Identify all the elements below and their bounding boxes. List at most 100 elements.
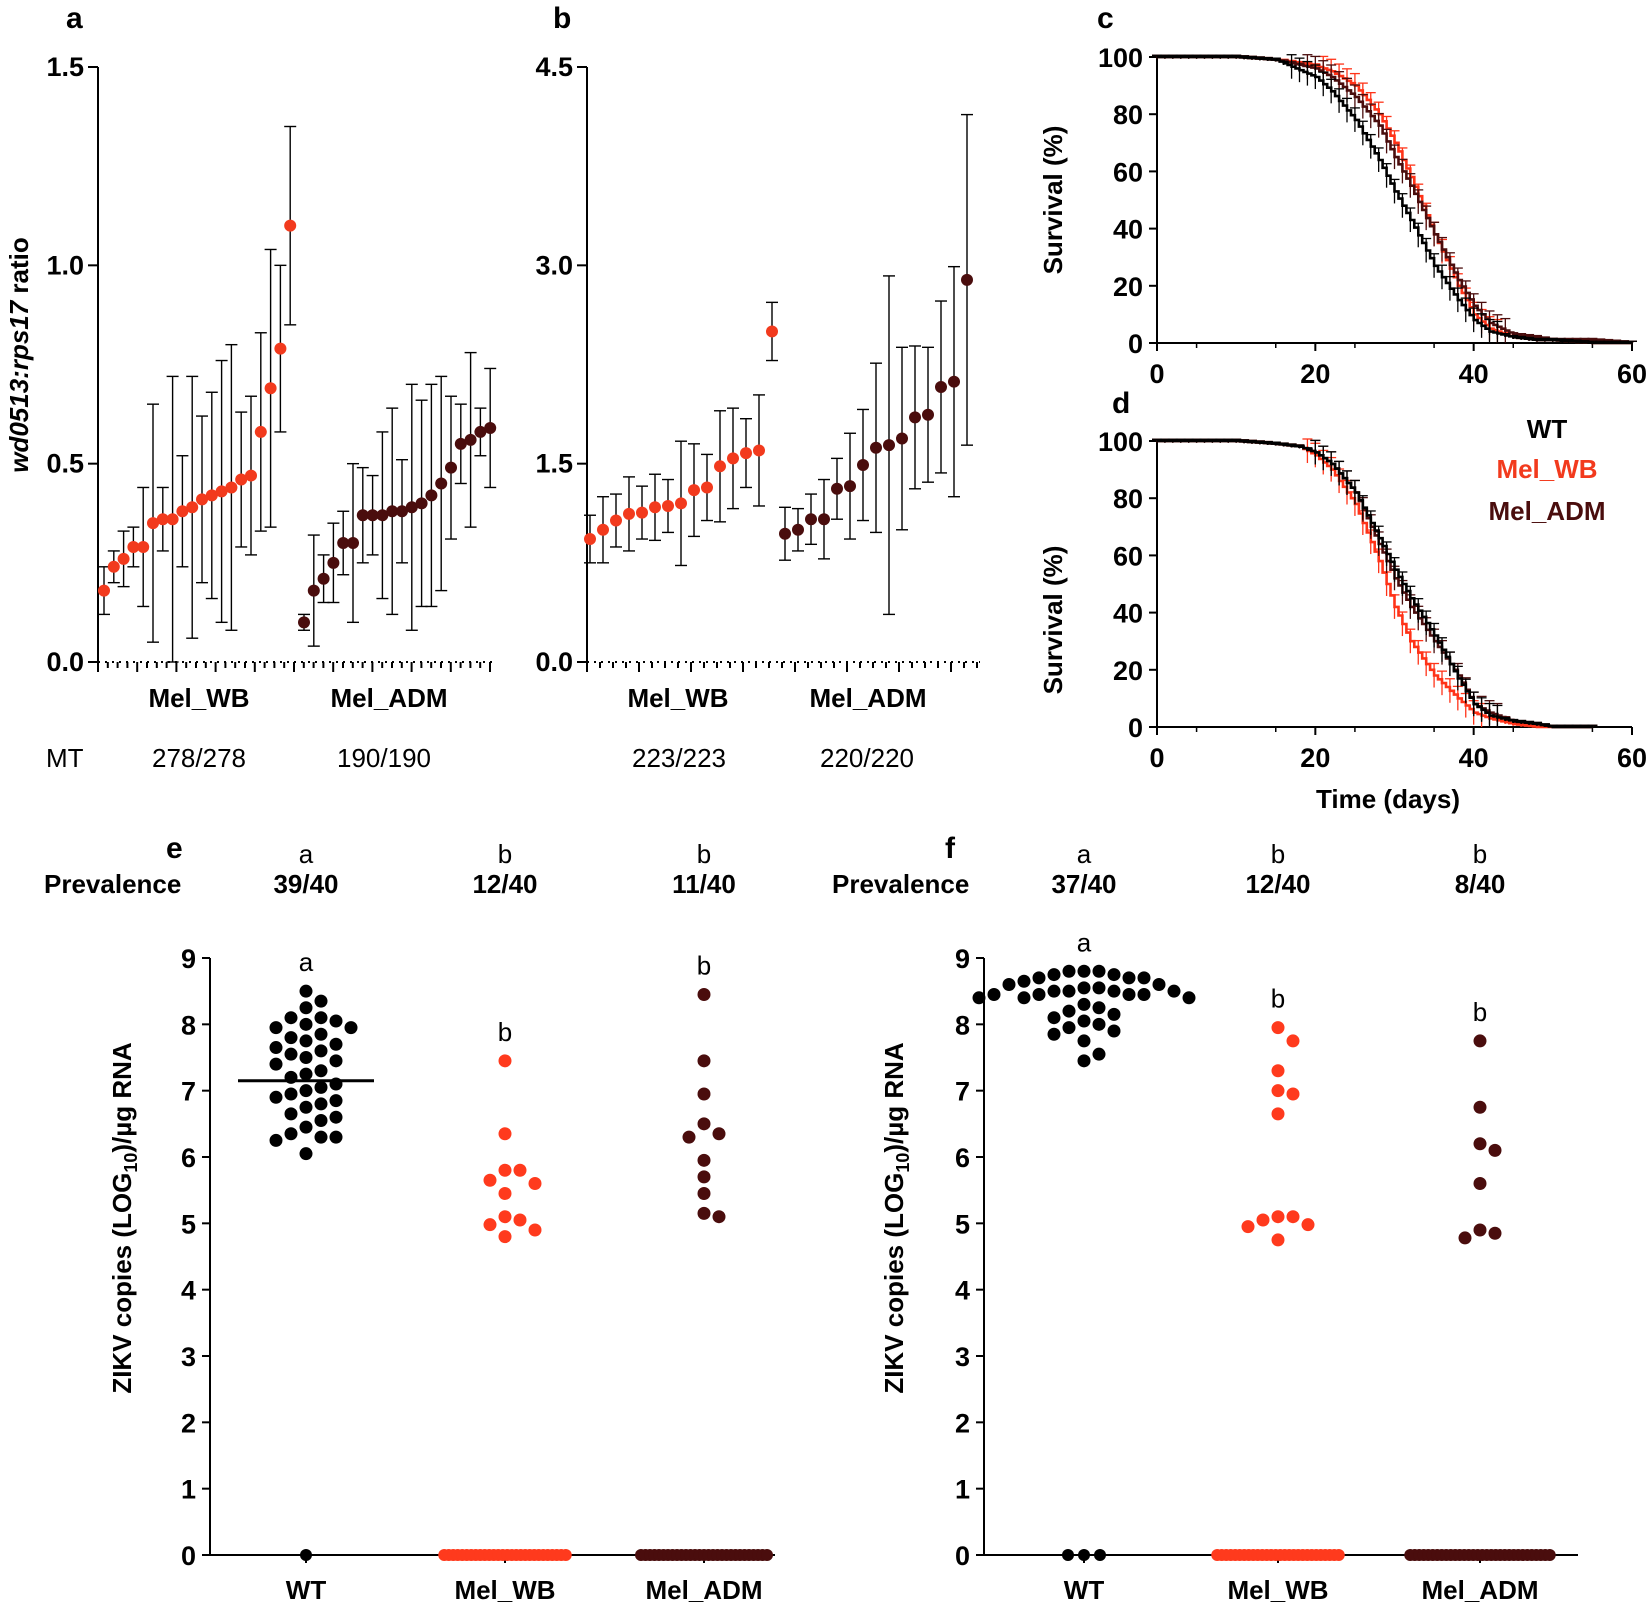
y-tick-label: 7	[955, 1077, 970, 1107]
data-point-mel-wb	[498, 1210, 512, 1224]
data-point-mel-adm	[697, 1054, 711, 1068]
legend-mel-adm: Mel_ADM	[1488, 496, 1605, 526]
panel-c-y-axis-label: Survival (%)	[1038, 126, 1068, 275]
zero-point-wt	[1078, 1549, 1090, 1561]
y-tick-label: 20	[1113, 272, 1143, 302]
data-point-wt	[1077, 964, 1091, 978]
panel-a-y-axis-label-rest: ratio	[4, 237, 34, 301]
y-tick-label: 1.0	[46, 250, 84, 280]
data-point-mel-adm	[317, 572, 330, 585]
data-point-wt	[269, 1057, 283, 1071]
data-point-mel-adm	[484, 421, 497, 434]
panel-a-count-mel-wb: 278/278	[152, 743, 246, 773]
panel-f-zikv-load: f Prevalence ZIKV copies (LOG10)/µg RNA …	[832, 832, 1578, 1605]
panel-a-y-axis-label-italic: wd0513:rps17	[4, 299, 34, 473]
x-tick-label: 40	[1459, 743, 1489, 773]
prevalence-value: 12/40	[1245, 869, 1310, 899]
data-point-wt	[299, 1001, 313, 1015]
data-point-mel-wb	[513, 1163, 527, 1177]
data-point-mel-wb	[675, 497, 687, 510]
x-tick-label: 60	[1617, 743, 1647, 773]
panel-d-x-axis-label: Time (days)	[1316, 784, 1460, 814]
data-point-wt	[299, 1100, 313, 1114]
data-point-mel-wb	[176, 505, 189, 518]
data-point-mel-wb	[127, 540, 140, 553]
data-point-wt	[284, 1047, 298, 1061]
data-point-mel-wb	[714, 460, 726, 473]
data-point-mel-wb	[166, 513, 179, 526]
data-point-wt	[269, 1133, 283, 1147]
data-point-wt	[1107, 984, 1121, 998]
data-point-mel-adm	[697, 987, 711, 1001]
data-point-wt	[284, 1087, 298, 1101]
x-category-label: Mel_ADM	[645, 1575, 762, 1605]
data-point-wt	[314, 1011, 328, 1025]
data-point-wt	[1062, 984, 1076, 998]
data-point-mel-adm	[1473, 1223, 1487, 1237]
x-tick-label: 60	[1617, 359, 1647, 389]
x-tick-label: 0	[1149, 359, 1164, 389]
data-point-mel-adm	[454, 437, 467, 450]
y-tick-label: 2	[955, 1408, 970, 1438]
panel-e-y-label-pre: ZIKV copies (LOG	[107, 1173, 137, 1394]
y-tick-label: 0.0	[46, 647, 84, 677]
data-point-mel-adm	[1473, 1137, 1487, 1151]
data-point-mel-adm	[712, 1127, 726, 1141]
zero-point-wt	[1094, 1549, 1106, 1561]
data-point-mel-wb	[483, 1173, 497, 1187]
data-point-mel-wb	[1241, 1220, 1255, 1234]
data-point-mel-adm	[682, 1130, 696, 1144]
data-point-mel-wb	[498, 1186, 512, 1200]
panel-a-count-mel-adm: 190/190	[337, 743, 431, 773]
data-point-mel-adm	[831, 482, 843, 495]
panel-a-group-label-mel-wb: Mel_WB	[148, 683, 249, 713]
panel-e-y-label-sub: 10	[121, 1153, 141, 1173]
data-point-wt	[299, 1034, 313, 1048]
data-point-wt	[314, 1064, 328, 1078]
data-point-mel-adm	[697, 1206, 711, 1220]
data-point-mel-adm	[779, 527, 791, 540]
data-point-wt	[269, 1021, 283, 1035]
y-tick-label: 0.0	[535, 647, 573, 677]
panel-c-survival: c Survival (%) 0 20 40 60 80 100 0 20 40 60	[1038, 2, 1647, 389]
y-tick-label: 8	[181, 1010, 196, 1040]
data-point-wt	[1077, 1054, 1091, 1068]
significance-letter: b	[697, 950, 711, 980]
panel-b-wolbachia-density: b Mel_WB Mel_ADM 223/223 220/220 0.0 1.5 3…	[535, 2, 980, 773]
data-point-mel-wb	[156, 513, 169, 526]
data-point-mel-adm	[298, 616, 310, 629]
data-point-wt	[269, 1041, 283, 1055]
y-tick-label: 4	[955, 1276, 970, 1306]
data-point-mel-adm	[435, 477, 448, 490]
panel-e-prevalence-label: Prevalence	[44, 869, 181, 899]
data-point-wt	[1152, 978, 1166, 992]
data-point-wt	[299, 1084, 313, 1098]
data-point-mel-wb	[1271, 1064, 1285, 1078]
x-tick-label: 20	[1300, 359, 1330, 389]
data-point-mel-wb	[147, 517, 159, 530]
data-point-mel-adm	[844, 480, 856, 493]
data-point-wt	[1077, 997, 1091, 1011]
data-point-mel-adm	[922, 408, 934, 421]
y-tick-label: 6	[955, 1143, 970, 1173]
y-tick-label: 0	[1128, 713, 1143, 743]
data-point-wt	[299, 1051, 313, 1064]
panel-letter-f: f	[945, 832, 956, 865]
data-point-wt	[1017, 974, 1031, 988]
data-point-wt	[1092, 981, 1106, 995]
y-tick-label: 1	[955, 1475, 970, 1505]
data-point-mel-wb	[1271, 1233, 1285, 1247]
data-point-mel-wb	[1271, 1107, 1285, 1121]
data-point-mel-adm	[857, 458, 869, 471]
data-point-wt	[284, 1127, 298, 1141]
y-tick-label: 5	[181, 1209, 196, 1239]
data-point-mel-wb	[753, 444, 765, 457]
data-point-mel-adm	[697, 1153, 711, 1167]
panel-d-survival: d Survival (%) Time (days) WT Mel_WB Mel…	[1038, 387, 1647, 814]
y-tick-label: 0	[181, 1541, 196, 1571]
panel-letter-c: c	[1097, 2, 1114, 35]
y-tick-label: 0	[955, 1541, 970, 1571]
data-point-wt	[1062, 964, 1076, 978]
data-point-wt	[987, 987, 1001, 1001]
data-point-mel-adm	[697, 1117, 711, 1131]
